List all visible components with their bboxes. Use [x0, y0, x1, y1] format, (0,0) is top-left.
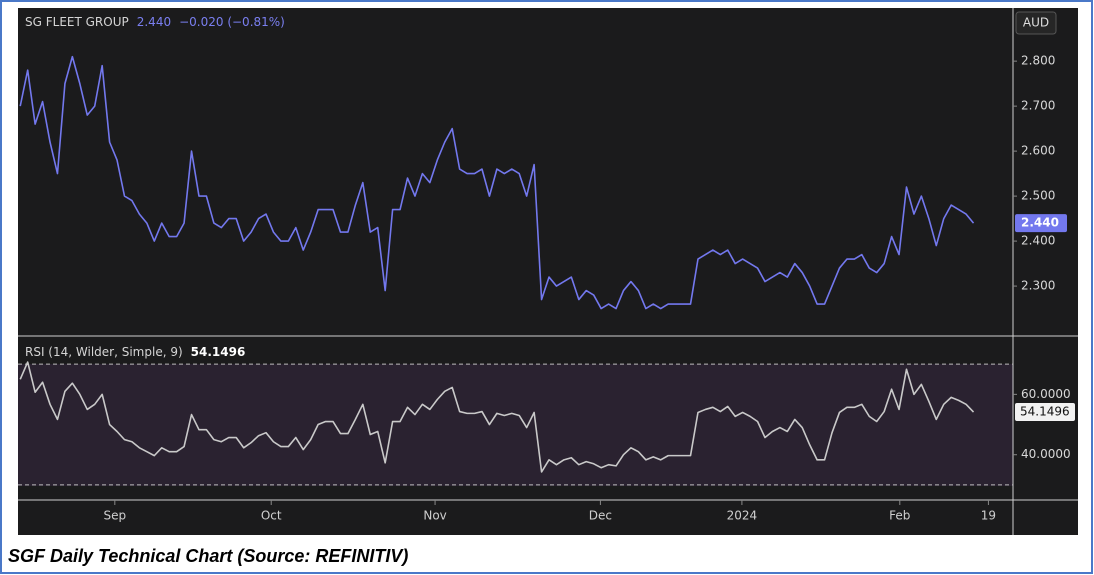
y-tick-label: 2.300 [1021, 279, 1055, 293]
price-line [19, 55, 975, 310]
x-tick-label: 2024 [727, 509, 758, 523]
rsi-last-tag-label: 54.1496 [1020, 405, 1070, 419]
caption: SGF Daily Technical Chart (Source: REFIN… [8, 546, 408, 566]
last-price-tag [1015, 214, 1067, 233]
x-tick-label: Dec [589, 509, 612, 523]
price-header: SG FLEET GROUP 2.440 −0.020 (−0.81%) [25, 15, 285, 29]
rsi-band-fill [18, 364, 1013, 486]
currency-label[interactable]: AUD [1023, 16, 1049, 30]
chart-title: SG FLEET GROUP [25, 15, 129, 29]
last-price-tag-label: 2.440 [1021, 216, 1059, 230]
rsi-title: RSI (14, Wilder, Simple, 9) [25, 345, 183, 359]
currency-button[interactable] [1015, 11, 1057, 35]
rsi-line [19, 361, 975, 473]
y-tick-label: 2.500 [1021, 189, 1055, 203]
y-tick-label: 2.400 [1021, 234, 1055, 248]
x-tick-label: Sep [104, 509, 127, 523]
y-tick-label: 2.800 [1021, 54, 1055, 68]
rsi-header: RSI (14, Wilder, Simple, 9) 54.1496 [25, 345, 245, 359]
x-tick-label: Nov [423, 509, 446, 523]
y-tick-label: 2.600 [1021, 144, 1055, 158]
x-tick-label: 19 [981, 509, 996, 523]
x-tick-label: Oct [261, 509, 282, 523]
y-tick-label: 60.0000 [1021, 387, 1071, 401]
y-tick-label: 40.0000 [1021, 447, 1071, 461]
rsi-last-tag [1015, 403, 1075, 422]
y-tick-label: 2.700 [1021, 99, 1055, 113]
price-change: −0.020 (−0.81%) [179, 15, 285, 29]
rsi-last-value: 54.1496 [191, 345, 246, 359]
x-tick-label: Feb [889, 509, 910, 523]
last-price: 2.440 [137, 15, 171, 29]
